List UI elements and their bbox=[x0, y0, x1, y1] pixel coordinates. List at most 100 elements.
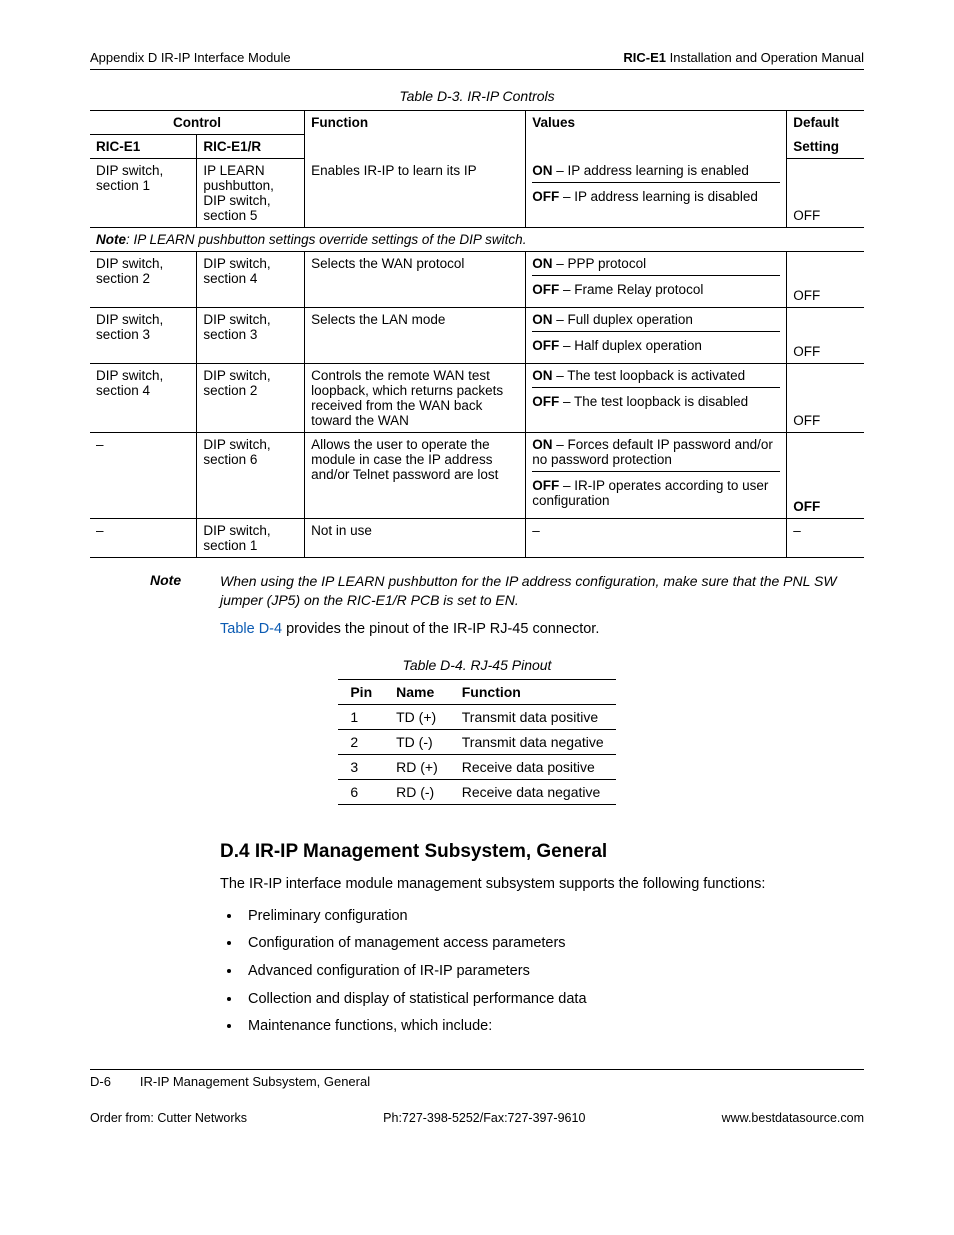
cell-name: TD (+) bbox=[384, 705, 450, 730]
cell-values: ON – IP address learning is enabled OFF … bbox=[526, 159, 787, 228]
cell-default-bold: OFF bbox=[793, 499, 820, 514]
cell-default: OFF bbox=[787, 159, 864, 228]
val-on-b: ON bbox=[532, 256, 552, 271]
cell-func: Transmit data negative bbox=[450, 730, 616, 755]
cell-default: – bbox=[787, 519, 864, 558]
cell-pin: 2 bbox=[338, 730, 384, 755]
table-note-row: Note: IP LEARN pushbutton settings overr… bbox=[90, 228, 864, 252]
cell-ric2: IP LEARN pushbutton, DIP switch, section… bbox=[197, 159, 305, 228]
table-d4-caption: Table D-4. RJ-45 Pinout bbox=[90, 657, 864, 673]
cell-values: ON – Forces default IP password and/or n… bbox=[526, 433, 787, 519]
table-row: DIP switch, section 3 DIP switch, sectio… bbox=[90, 308, 864, 364]
val-off-t: – Frame Relay protocol bbox=[559, 282, 703, 297]
val-on-t: – The test loopback is activated bbox=[553, 368, 746, 383]
cell-pin: 1 bbox=[338, 705, 384, 730]
footer-title: IR-IP Management Subsystem, General bbox=[140, 1074, 370, 1089]
cell-ric1: – bbox=[90, 433, 197, 519]
cell-ric1: DIP switch, section 4 bbox=[90, 364, 197, 433]
cell-values: – bbox=[526, 519, 787, 558]
th-ric2: RIC-E1/R bbox=[197, 135, 305, 159]
table-row: 6 RD (-) Receive data negative bbox=[338, 780, 615, 805]
cell-ric2: DIP switch, section 1 bbox=[197, 519, 305, 558]
cell-values: ON – The test loopback is activated OFF … bbox=[526, 364, 787, 433]
cell-default: OFF bbox=[787, 433, 864, 519]
cell-ric2: DIP switch, section 6 bbox=[197, 433, 305, 519]
table-row: – DIP switch, section 1 Not in use – – bbox=[90, 519, 864, 558]
cell-ric1: – bbox=[90, 519, 197, 558]
note-label: Note bbox=[150, 572, 220, 610]
cell-func: Selects the LAN mode bbox=[305, 308, 526, 364]
cell-func: Receive data positive bbox=[450, 755, 616, 780]
cell-func: Not in use bbox=[305, 519, 526, 558]
th-default1: Default bbox=[787, 111, 864, 135]
cell-func: Controls the remote WAN test loopback, w… bbox=[305, 364, 526, 433]
val-on-t: – IP address learning is enabled bbox=[553, 163, 749, 178]
cell-values: ON – PPP protocol OFF – Frame Relay prot… bbox=[526, 252, 787, 308]
val-off-t: – IR-IP operates according to user confi… bbox=[532, 478, 768, 508]
table-row: DIP switch, section 2 DIP switch, sectio… bbox=[90, 252, 864, 308]
note-text: When using the IP LEARN pushbutton for t… bbox=[220, 572, 864, 610]
footer-page-num: D-6 bbox=[90, 1074, 111, 1089]
table-row: DIP switch, section 4 DIP switch, sectio… bbox=[90, 364, 864, 433]
table-d3-caption: Table D-3. IR-IP Controls bbox=[90, 88, 864, 104]
header-right: RIC-E1 Installation and Operation Manual bbox=[623, 50, 864, 65]
table-d3: Control Function Values Default RIC-E1 R… bbox=[90, 110, 864, 558]
val-off-b: OFF bbox=[532, 478, 559, 493]
val-on-b: ON bbox=[532, 368, 552, 383]
cell-ric1: DIP switch, section 2 bbox=[90, 252, 197, 308]
th-ric1: RIC-E1 bbox=[90, 135, 197, 159]
val-on-b: ON bbox=[532, 437, 552, 452]
cell-default: OFF bbox=[787, 308, 864, 364]
val-off-b: OFF bbox=[532, 394, 559, 409]
cell-func: Enables IR-IP to learn its IP bbox=[305, 159, 526, 228]
val-on-b: ON bbox=[532, 312, 552, 327]
list-item: Configuration of management access param… bbox=[242, 930, 864, 958]
th-default2: Setting bbox=[787, 135, 864, 159]
table-note-cell: Note: IP LEARN pushbutton settings overr… bbox=[90, 228, 864, 252]
list-item: Advanced configuration of IR-IP paramete… bbox=[242, 958, 864, 986]
header-left: Appendix D IR-IP Interface Module bbox=[90, 50, 291, 65]
cell-name: RD (-) bbox=[384, 780, 450, 805]
cell-values: ON – Full duplex operation OFF – Half du… bbox=[526, 308, 787, 364]
order-line: Order from: Cutter Networks Ph:727-398-5… bbox=[90, 1111, 864, 1125]
page-header: Appendix D IR-IP Interface Module RIC-E1… bbox=[90, 50, 864, 70]
cell-ric1: DIP switch, section 1 bbox=[90, 159, 197, 228]
th-control: Control bbox=[90, 111, 305, 135]
cell-ric2: DIP switch, section 3 bbox=[197, 308, 305, 364]
val-off-t: – Half duplex operation bbox=[559, 338, 702, 353]
th-name: Name bbox=[384, 680, 450, 705]
para-rest: provides the pinout of the IR-IP RJ-45 c… bbox=[282, 621, 599, 637]
function-list: Preliminary configuration Configuration … bbox=[220, 903, 864, 1041]
list-item: Preliminary configuration bbox=[242, 903, 864, 931]
cell-ric2: DIP switch, section 2 bbox=[197, 364, 305, 433]
cell-func: Transmit data positive bbox=[450, 705, 616, 730]
table-row: 2 TD (-) Transmit data negative bbox=[338, 730, 615, 755]
order-url: www.bestdatasource.com bbox=[722, 1111, 864, 1125]
note-bold: Note bbox=[96, 232, 126, 247]
cell-default: OFF bbox=[787, 252, 864, 308]
th-pin: Pin bbox=[338, 680, 384, 705]
val-off-b: OFF bbox=[532, 338, 559, 353]
val-off-b: OFF bbox=[532, 282, 559, 297]
table-d4: Pin Name Function 1 TD (+) Transmit data… bbox=[338, 679, 615, 805]
val-off-t: – IP address learning is disabled bbox=[559, 189, 758, 204]
section-heading: D.4 IR-IP Management Subsystem, General bbox=[220, 841, 864, 863]
table-row: 1 TD (+) Transmit data positive bbox=[338, 705, 615, 730]
footer-left: D-6 IR-IP Management Subsystem, General bbox=[90, 1074, 370, 1089]
header-manual-rest: Installation and Operation Manual bbox=[666, 50, 864, 65]
th-function: Function bbox=[305, 111, 526, 159]
page-footer: D-6 IR-IP Management Subsystem, General bbox=[90, 1069, 864, 1089]
list-item: Collection and display of statistical pe… bbox=[242, 986, 864, 1014]
link-table-d4[interactable]: Table D-4 bbox=[220, 621, 282, 637]
th-func: Function bbox=[450, 680, 616, 705]
table-row: – DIP switch, section 6 Allows the user … bbox=[90, 433, 864, 519]
note-block: Note When using the IP LEARN pushbutton … bbox=[150, 572, 864, 610]
val-on-t: – Full duplex operation bbox=[553, 312, 693, 327]
table-row: 3 RD (+) Receive data positive bbox=[338, 755, 615, 780]
val-on-t: – Forces default IP password and/or no p… bbox=[532, 437, 773, 467]
cell-name: RD (+) bbox=[384, 755, 450, 780]
header-manual-name: RIC-E1 bbox=[623, 50, 666, 65]
val-off-b: OFF bbox=[532, 189, 559, 204]
order-from: Order from: Cutter Networks bbox=[90, 1111, 247, 1125]
cell-pin: 3 bbox=[338, 755, 384, 780]
